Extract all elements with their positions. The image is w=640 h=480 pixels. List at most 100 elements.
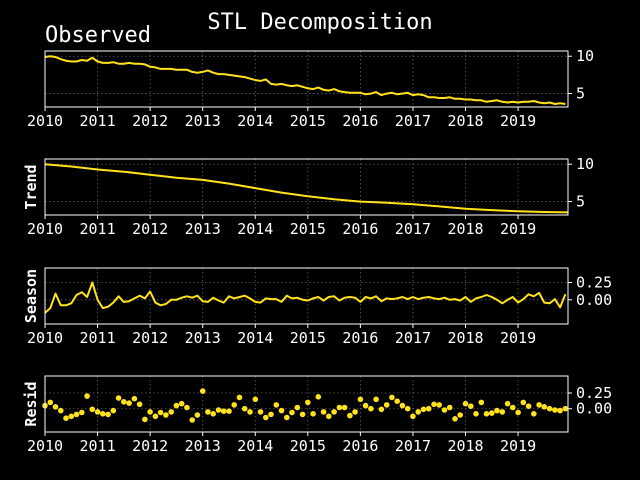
y-tick-label: 10 [576, 155, 594, 173]
resid-ylabel: Resid [22, 381, 40, 426]
resid-point [226, 408, 232, 415]
resid-point [383, 402, 390, 408]
resid-point [531, 411, 537, 417]
x-tick-label: 2014 [237, 329, 273, 347]
resid-point [315, 394, 322, 400]
x-tick-label: 2018 [447, 112, 483, 130]
resid-point [210, 411, 216, 417]
resid-point [121, 399, 127, 405]
resid-point [205, 409, 211, 415]
resid-point [79, 409, 85, 416]
resid-point [394, 398, 401, 405]
y-tick-label: 0.00 [576, 400, 612, 418]
x-tick-label: 2017 [395, 112, 431, 130]
resid-point [452, 416, 458, 422]
resid-point [410, 413, 416, 420]
resid-point [84, 393, 90, 399]
resid-axes-frame [44, 375, 569, 433]
x-tick-label: 2012 [132, 220, 168, 238]
resid-point [341, 404, 348, 411]
resid-point [468, 403, 474, 410]
observed-axes-frame [44, 50, 569, 108]
resid-point [336, 404, 343, 411]
resid-point [362, 402, 369, 409]
observed-panel: 2010 2011 2012 2013 2014 2015 2016 2017 2018 2019… [27, 23, 594, 130]
resid-point [331, 409, 337, 415]
x-tick-label: 2010 [27, 329, 63, 347]
resid-point [178, 400, 185, 407]
resid-point [515, 409, 521, 416]
x-tick-label: 2015 [290, 437, 326, 455]
resid-point [520, 399, 527, 406]
resid-point [52, 404, 59, 410]
x-tick-label: 2015 [290, 329, 326, 347]
resid-point [147, 409, 153, 415]
resid-point [352, 409, 358, 415]
resid-point [194, 412, 201, 418]
x-tick-label: 2010 [27, 437, 63, 455]
resid-point [63, 415, 69, 422]
resid-point [368, 405, 374, 412]
resid-point [163, 412, 169, 418]
resid-point [58, 407, 64, 414]
resid-point [357, 396, 364, 403]
x-tick-label: 2019 [500, 112, 536, 130]
figure-title: STL Decomposition [207, 10, 432, 35]
resid-point [420, 406, 427, 413]
resid-point [457, 412, 464, 418]
resid-point [252, 396, 259, 403]
x-tick-label: 2012 [132, 329, 168, 347]
resid-point [278, 407, 285, 414]
resid-point [478, 399, 485, 406]
resid-point [152, 413, 159, 420]
resid-point [510, 404, 516, 411]
x-tick-label: 2018 [447, 329, 483, 347]
resid-point [473, 411, 479, 417]
resid-point [546, 405, 553, 412]
resid-point [241, 405, 248, 412]
x-tick-label: 2019 [500, 437, 536, 455]
season-axes-frame [44, 267, 569, 325]
x-tick-label: 2016 [342, 112, 378, 130]
resid-point [494, 407, 500, 414]
x-tick-label: 2012 [132, 112, 168, 130]
resid-point [231, 402, 237, 408]
resid-point [110, 407, 117, 414]
resid-point [157, 409, 164, 416]
x-tick-label: 2016 [342, 220, 378, 238]
resid-point [273, 402, 280, 408]
x-tick-label: 2013 [185, 220, 221, 238]
trend-panel: 2010 2011 2012 2013 2014 2015 2016 2017 2018 2019… [22, 155, 594, 238]
x-tick-label: 2011 [80, 220, 116, 238]
resid-point [299, 411, 306, 418]
x-tick-label: 2017 [395, 220, 431, 238]
resid-point [462, 400, 469, 407]
trend-axes-frame [44, 158, 569, 216]
resid-point [557, 407, 563, 414]
resid-point [378, 406, 385, 413]
resid-point [541, 404, 548, 410]
resid-point [136, 401, 143, 408]
resid-point [441, 407, 448, 413]
resid-point [247, 409, 253, 415]
x-tick-label: 2016 [342, 437, 378, 455]
resid-point [168, 409, 174, 415]
x-tick-label: 2019 [500, 329, 536, 347]
panels: 2010 2011 2012 2013 2014 2015 2016 2017 2018 2019… [22, 23, 612, 455]
resid-point [320, 409, 327, 415]
x-tick-label: 2010 [27, 220, 63, 238]
resid-point [131, 395, 138, 402]
resid-point [257, 409, 264, 415]
resid-point [73, 411, 80, 418]
observed-series-line [44, 55, 566, 105]
x-tick-label: 2015 [290, 112, 326, 130]
trend-series-line [44, 163, 569, 214]
x-tick-label: 2011 [80, 112, 116, 130]
x-tick-label: 2010 [27, 112, 63, 130]
resid-point [404, 405, 411, 412]
resid-point [173, 402, 180, 409]
resid-point [199, 388, 206, 394]
resid-point [389, 394, 395, 401]
x-tick-label: 2018 [447, 437, 483, 455]
x-tick-label: 2011 [80, 437, 116, 455]
